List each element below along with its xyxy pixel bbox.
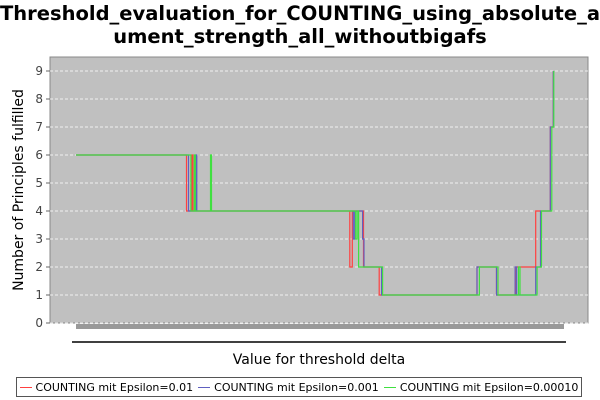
y-tick-label-7: 7 xyxy=(35,120,43,134)
legend-item-3: COUNTING mit Epsilon=0.00010 xyxy=(383,380,579,394)
y-tick-label-2: 2 xyxy=(35,260,43,274)
x-axis-band xyxy=(76,324,564,329)
legend-label-3: COUNTING mit Epsilon=0.00010 xyxy=(399,380,579,394)
plot-area-background xyxy=(49,56,589,324)
x-axis-label: Value for threshold delta xyxy=(232,352,406,368)
legend-item-1: COUNTING mit Epsilon=0.01 xyxy=(19,380,194,394)
legend-label-2: COUNTING mit Epsilon=0.001 xyxy=(214,380,379,394)
y-tick-label-4: 4 xyxy=(35,204,43,218)
y-axis-label: Number of Principles fulfilled xyxy=(11,89,27,291)
y-tick-label-5: 5 xyxy=(35,176,43,190)
y-tick-label-9: 9 xyxy=(35,64,43,78)
y-tick-label-8: 8 xyxy=(35,92,43,106)
y-tick-label-3: 3 xyxy=(35,232,43,246)
legend-swatch-3 xyxy=(383,386,396,388)
chart-title-line-2: ument_strength_all_withoutbigafs xyxy=(113,25,487,48)
chart-title-line-1: Threshold_evaluation_for_COUNTING_using_… xyxy=(0,2,600,25)
series-line-3 xyxy=(76,71,555,296)
y-tick-label-1: 1 xyxy=(35,288,43,302)
y-axis-ticks: 0 1 2 3 4 5 6 7 8 9 xyxy=(35,64,50,330)
chart-title: Threshold_evaluation_for_COUNTING_using_… xyxy=(0,2,600,48)
series-lines xyxy=(76,71,555,296)
legend-swatch-2 xyxy=(198,386,211,388)
y-tick-label-6: 6 xyxy=(35,148,43,162)
legend-item-2: COUNTING mit Epsilon=0.001 xyxy=(198,381,379,394)
legend-label-1: COUNTING mit Epsilon=0.01 xyxy=(35,380,194,394)
y-tick-label-0: 0 xyxy=(35,316,43,330)
legend: COUNTING mit Epsilon=0.01 COUNTING mit Ep… xyxy=(16,377,582,397)
legend-swatch-1 xyxy=(19,386,32,388)
